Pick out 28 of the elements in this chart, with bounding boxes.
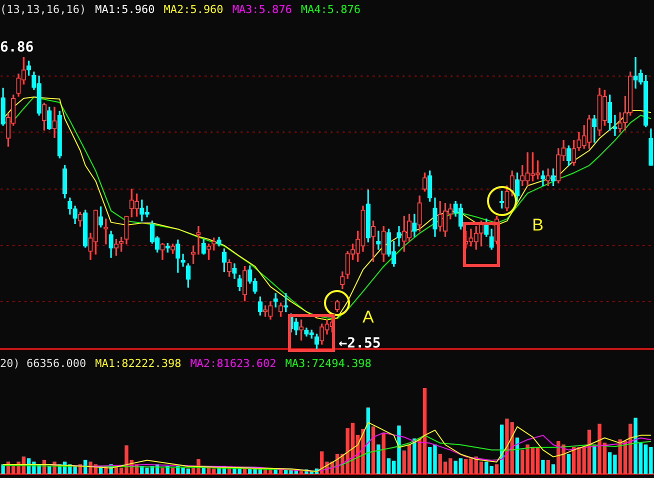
bar: [371, 426, 376, 474]
bar: [170, 468, 175, 474]
bar: [546, 460, 550, 474]
bar: [160, 468, 164, 474]
candlestick: [196, 226, 201, 254]
text: 6.86: [0, 40, 34, 56]
bar: [541, 460, 545, 474]
bar: [299, 471, 304, 474]
bar: [1, 464, 5, 474]
text: MA1:82222.398: [95, 356, 182, 372]
bar: [494, 464, 499, 474]
text: MA4:5.876: [300, 2, 361, 18]
annotation: B: [532, 216, 544, 235]
bar: [227, 468, 232, 474]
text: MA2:5.960: [164, 2, 224, 18]
text: MA2:81623.602: [190, 356, 276, 372]
chart-title: (13,13,16,16): [0, 2, 86, 18]
bar: [382, 433, 386, 474]
bar: [551, 464, 556, 474]
text: MA3:72494.398: [285, 356, 372, 372]
bar: [515, 438, 520, 474]
chart-title: 20) 66356.000: [0, 356, 86, 372]
bar: [376, 444, 380, 474]
text: MA3:5.876: [232, 2, 292, 18]
text: MA1:5.960: [95, 2, 155, 18]
bar: [566, 454, 570, 474]
annotation: ←2.55: [338, 336, 381, 352]
annotation: A: [362, 308, 374, 327]
